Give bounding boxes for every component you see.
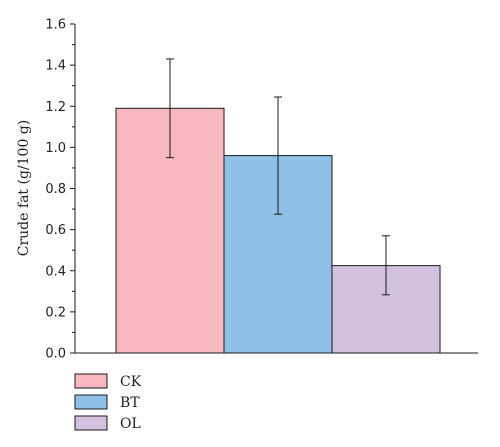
y-tick-label: 0.8 xyxy=(45,182,66,197)
legend-swatch xyxy=(74,415,108,431)
y-tick-label: 1.4 xyxy=(45,59,66,74)
y-tick-label: 1.0 xyxy=(45,141,66,156)
y-tick-label: 0.2 xyxy=(45,305,66,320)
legend-swatch xyxy=(74,373,108,389)
y-tick-label: 1.2 xyxy=(45,100,66,115)
legend-label: OL xyxy=(120,416,141,432)
y-tick-label: 0.0 xyxy=(45,347,66,362)
legend-item-ck: CK xyxy=(74,373,142,390)
error-bar-ck xyxy=(166,58,174,159)
legend-label: BT xyxy=(120,395,140,411)
y-axis-title: Crude fat (g/100 g) xyxy=(16,120,32,256)
y-tick-label: 0.4 xyxy=(45,264,66,279)
legend-label: CK xyxy=(120,374,142,390)
legend-swatch xyxy=(74,394,108,410)
error-bar-bt xyxy=(274,96,282,215)
legend-item-bt: BT xyxy=(74,394,140,411)
y-tick-label: 0.6 xyxy=(45,223,66,238)
legend-item-ol: OL xyxy=(74,415,141,432)
y-tick-label: 1.6 xyxy=(45,18,66,33)
error-bar-ol xyxy=(382,235,390,296)
